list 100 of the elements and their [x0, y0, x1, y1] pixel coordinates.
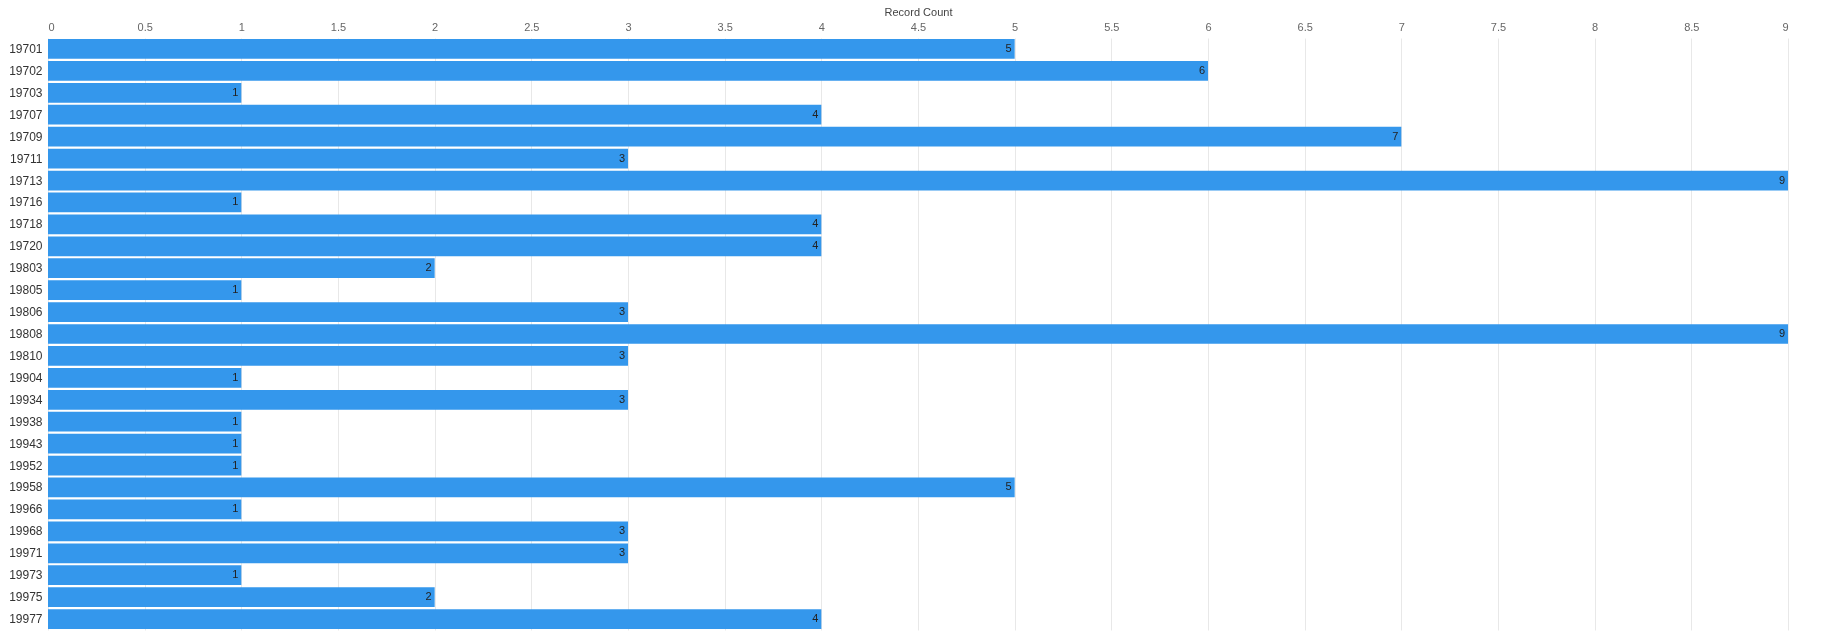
bar [48, 543, 628, 564]
x-tick-label: 6 [1205, 20, 1212, 33]
data-label: 3 [618, 546, 625, 559]
data-label: 3 [618, 305, 625, 318]
data-label: 2 [425, 261, 432, 274]
y-tick-label: 19975 [9, 590, 43, 605]
x-tick-label: 1.5 [330, 20, 347, 33]
y-tick-label: 19713 [9, 173, 43, 188]
data-label: 1 [232, 436, 239, 449]
bar [48, 148, 628, 169]
bar [48, 39, 1015, 59]
y-tick-label: 19709 [9, 129, 43, 144]
bar [48, 389, 628, 410]
data-label: 1 [232, 458, 239, 471]
x-tick-label: 1 [238, 20, 245, 33]
data-label: 5 [1005, 480, 1012, 493]
y-tick-label: 19701 [9, 41, 43, 56]
bar [48, 280, 242, 301]
data-label: 3 [618, 524, 625, 537]
bar [48, 214, 822, 235]
y-tick-label: 19952 [9, 458, 43, 473]
y-tick-label: 19966 [9, 502, 43, 517]
bar [48, 82, 242, 103]
y-tick-label: 19971 [9, 546, 43, 561]
data-label: 1 [232, 283, 239, 296]
data-label: 9 [1778, 173, 1785, 186]
y-tick-label: 19716 [9, 195, 43, 210]
x-tick-label: 8.5 [1684, 20, 1700, 33]
y-tick-label: 19973 [9, 568, 43, 583]
bar [48, 367, 242, 388]
y-tick-label: 19805 [9, 283, 43, 298]
y-tick-label: 19803 [9, 261, 43, 276]
x-tick-label: 2 [432, 20, 439, 33]
bar [48, 170, 1788, 191]
x-tick-label: 0.5 [137, 20, 153, 33]
data-label: 4 [812, 107, 819, 120]
x-tick-label: 7.5 [1490, 20, 1507, 33]
x-tick-label: 9 [1782, 20, 1789, 33]
x-tick-label: 2.5 [524, 20, 540, 33]
y-tick-label: 19904 [9, 370, 43, 385]
x-tick-label: 8 [1592, 20, 1599, 33]
bar [48, 126, 1402, 147]
y-tick-label: 19958 [9, 480, 43, 495]
bar [48, 433, 242, 454]
y-tick-label: 19810 [9, 348, 43, 363]
x-tick-label: 3 [625, 20, 632, 33]
y-tick-label: 19938 [9, 414, 43, 429]
x-tick-label: 6.5 [1297, 20, 1313, 33]
data-label: 3 [618, 151, 625, 164]
x-tick-label: 3.5 [717, 20, 733, 33]
bar [48, 324, 1788, 344]
data-label: 1 [232, 568, 239, 581]
data-label: 5 [1005, 41, 1012, 54]
bar [48, 587, 435, 607]
y-tick-label: 19702 [9, 63, 43, 78]
x-tick-label: 5 [1012, 20, 1019, 33]
bar [48, 236, 822, 257]
x-tick-label: 7 [1398, 20, 1405, 33]
y-tick-label: 19977 [9, 612, 43, 627]
data-label: 1 [232, 502, 239, 515]
bar [48, 258, 435, 279]
bar [48, 477, 1015, 498]
bar [48, 61, 1208, 81]
data-label: 1 [232, 195, 239, 208]
bar [48, 104, 822, 125]
data-label: 4 [812, 217, 819, 230]
bar [48, 521, 628, 542]
data-label: 4 [812, 239, 819, 252]
bar [48, 565, 242, 586]
bar [48, 346, 628, 366]
x-tick-label: 5.5 [1104, 20, 1120, 33]
data-label: 6 [1198, 63, 1205, 76]
y-tick-label: 19718 [9, 217, 43, 232]
data-label: 3 [618, 348, 625, 361]
data-label: 7 [1392, 129, 1399, 142]
y-tick-label: 19703 [9, 85, 43, 100]
x-tick-label: 0 [48, 20, 55, 33]
y-tick-label: 19707 [9, 107, 43, 122]
data-label: 1 [232, 370, 239, 383]
y-tick-label: 19711 [10, 151, 43, 166]
y-tick-label: 19968 [9, 524, 43, 539]
data-label: 1 [232, 85, 239, 98]
data-label: 3 [618, 392, 625, 405]
x-axis-title: Record Count [884, 5, 953, 18]
x-tick-label: 4 [818, 20, 825, 33]
data-label: 9 [1778, 327, 1785, 339]
bar [48, 455, 242, 476]
bar [48, 411, 242, 432]
data-label: 1 [232, 414, 239, 427]
data-label: 4 [812, 612, 819, 625]
bar [48, 499, 242, 520]
y-tick-label: 19934 [9, 392, 43, 407]
bar [48, 609, 822, 629]
data-label: 2 [425, 590, 432, 603]
y-tick-label: 19806 [9, 305, 43, 320]
y-tick-label: 19720 [9, 239, 43, 254]
y-tick-label: 19808 [9, 327, 43, 341]
x-tick-label: 4.5 [910, 20, 927, 33]
y-tick-label: 19943 [9, 436, 43, 451]
bar [48, 302, 628, 322]
